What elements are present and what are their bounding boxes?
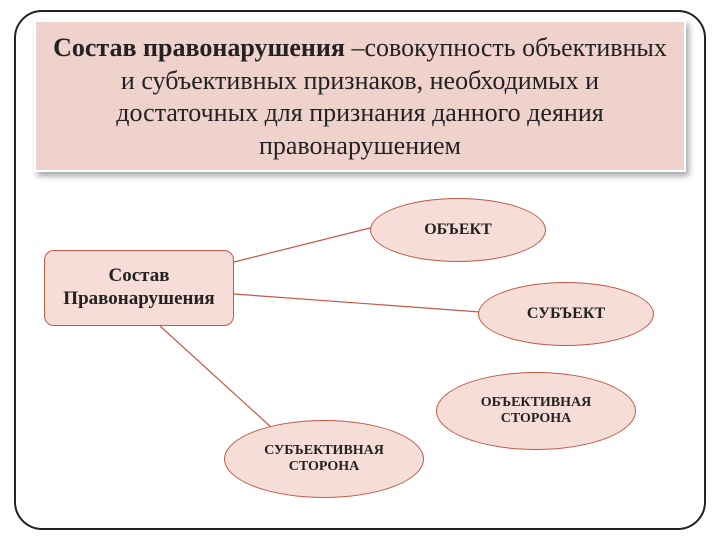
source-line1: Состав: [63, 265, 214, 288]
source-line2: Правонарушения: [63, 288, 214, 311]
node-subject: СУБЪЕКТ: [478, 282, 654, 346]
node-obj-side: ОБЪЕКТИВНАЯ СТОРОНА: [436, 372, 636, 450]
definition-header: Состав правонарушения –совокупность объе…: [34, 20, 686, 172]
source-concept-box: Состав Правонарушения: [44, 250, 234, 326]
definition-title: Состав правонарушения: [53, 33, 345, 62]
slide: Состав правонарушения –совокупность объе…: [0, 0, 720, 540]
node-object: ОБЪЕКТ: [370, 198, 546, 262]
node-subj-side: СУБЪЕКТИВНАЯ СТОРОНА: [224, 420, 424, 498]
